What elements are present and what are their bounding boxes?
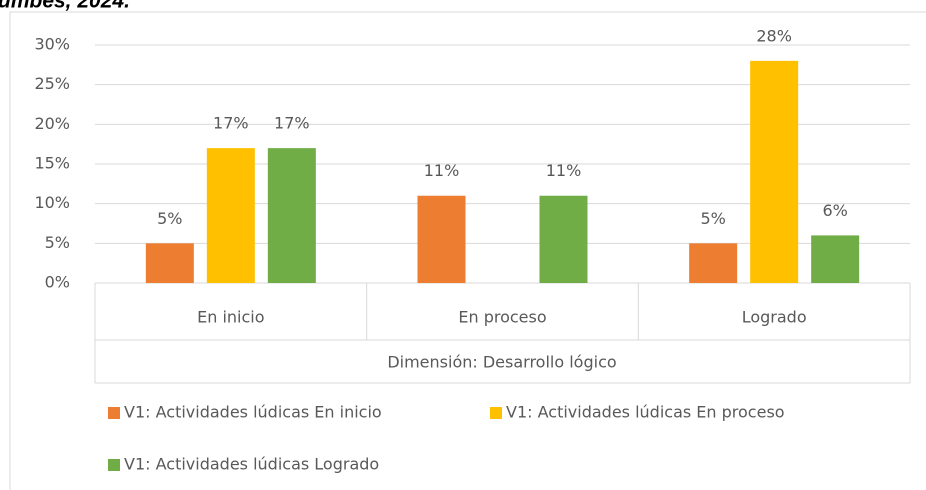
- bar: [689, 243, 738, 283]
- bar: [417, 195, 466, 283]
- data-label: 6%: [822, 201, 847, 220]
- legend-label: V1: Actividades lúdicas En inicio: [124, 403, 382, 422]
- bar: [267, 148, 316, 283]
- chart-frame: [9, 11, 926, 490]
- y-tick-label: 15%: [34, 154, 70, 173]
- x-tick-label: Logrado: [742, 308, 807, 327]
- data-label: 5%: [700, 209, 725, 228]
- x-tick-label: En inicio: [197, 308, 264, 327]
- bar: [145, 243, 194, 283]
- data-label: 11%: [546, 161, 582, 180]
- legend-swatch: [108, 407, 120, 419]
- y-tick-label: 0%: [45, 273, 70, 292]
- data-label: 17%: [213, 114, 249, 133]
- bar: [206, 148, 255, 283]
- x-axis-title: Dimensión: Desarrollo lógico: [387, 353, 616, 372]
- data-label: 11%: [424, 161, 460, 180]
- legend-swatch: [490, 407, 502, 419]
- y-tick-label: 5%: [45, 233, 70, 252]
- data-label: 17%: [274, 114, 310, 133]
- legend-label: V1: Actividades lúdicas En proceso: [506, 403, 785, 422]
- y-tick-label: 25%: [34, 74, 70, 93]
- y-tick-label: 10%: [34, 193, 70, 212]
- bar: [811, 235, 860, 283]
- chart-title: umbes, 2024.: [0, 0, 130, 13]
- bar: [539, 195, 588, 283]
- legend-swatch: [108, 459, 120, 471]
- y-tick-label: 30%: [34, 35, 70, 54]
- x-tick-label: En proceso: [458, 308, 546, 327]
- title-band: [0, 0, 926, 11]
- y-tick-label: 20%: [34, 114, 70, 133]
- data-label: 28%: [756, 26, 792, 45]
- bar: [750, 60, 799, 283]
- data-label: 5%: [157, 209, 182, 228]
- legend-label: V1: Actividades lúdicas Logrado: [124, 455, 379, 474]
